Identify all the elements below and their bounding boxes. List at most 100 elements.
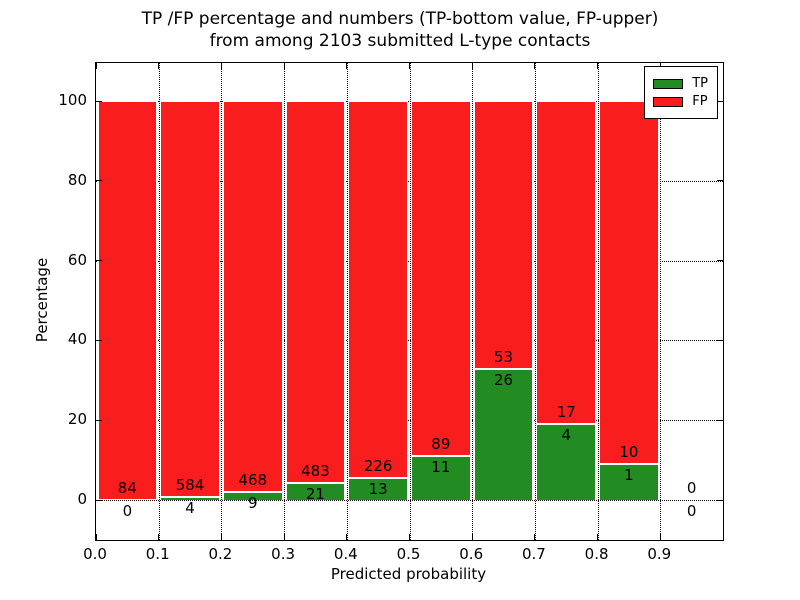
tp-bar <box>599 463 659 500</box>
y-tick-label: 80 <box>67 170 87 189</box>
y-tick-mark <box>717 180 723 182</box>
fp-bar <box>536 101 597 424</box>
x-tick-label: 0.0 <box>83 545 107 563</box>
x-tick-mark <box>283 63 285 69</box>
y-tick-label: 60 <box>67 250 87 269</box>
chart-title-line2: from among 2103 submitted L-type contact… <box>209 31 591 51</box>
gridline-vertical <box>597 63 599 540</box>
legend-entry-tp: TP <box>653 76 708 91</box>
gridline-vertical <box>346 63 348 540</box>
gridline-horizontal <box>96 260 723 262</box>
fp-bar <box>97 101 158 500</box>
x-tick-label: 0.6 <box>459 545 484 563</box>
fp-count-label: 468 <box>238 471 268 490</box>
x-tick-mark <box>471 63 473 69</box>
fp-bar <box>473 101 534 369</box>
x-tick-mark <box>534 63 536 69</box>
x-tick-mark <box>95 534 97 540</box>
gridline-vertical <box>158 63 160 540</box>
tp-bar <box>285 483 346 500</box>
fp-bar <box>285 101 346 484</box>
x-tick-mark <box>409 63 410 69</box>
x-tick-mark <box>471 534 473 540</box>
gridline-vertical <box>221 63 223 540</box>
y-tick-label: 40 <box>67 330 87 349</box>
tp-bar <box>411 456 471 500</box>
gridline-vertical <box>660 63 662 540</box>
fp-bar <box>348 101 408 479</box>
tp-bar <box>473 368 534 500</box>
fp-count-label: 89 <box>431 435 451 454</box>
y-tick-label: 20 <box>67 410 87 429</box>
fp-count-label: 584 <box>175 476 205 495</box>
x-tick-mark <box>409 534 410 540</box>
x-tick-mark <box>346 63 348 69</box>
x-tick-label: 0.4 <box>333 545 358 563</box>
gridline-vertical <box>409 63 411 540</box>
gridline-horizontal <box>96 420 723 422</box>
x-tick-label: 0.7 <box>521 545 546 563</box>
y-tick-mark <box>717 499 723 501</box>
x-tick-mark <box>158 63 160 69</box>
x-tick-label: 0.1 <box>145 545 170 563</box>
tp-bar <box>160 497 220 500</box>
x-tick-mark <box>534 534 536 540</box>
x-tick-mark <box>220 63 222 69</box>
fp-count-label: 84 <box>117 479 137 497</box>
tp-count-label: 13 <box>368 480 388 499</box>
fp-count-label: 483 <box>301 462 330 481</box>
y-tick-mark <box>96 339 102 341</box>
gridline-horizontal <box>96 340 723 342</box>
x-tick-mark <box>346 534 348 540</box>
x-tick-label: 0.2 <box>208 545 233 563</box>
y-tick-mark <box>96 499 102 501</box>
tp-count-label: 4 <box>185 499 195 518</box>
fp-count-label: 17 <box>556 403 576 421</box>
fp-bar <box>599 101 659 464</box>
y-tick-mark <box>96 419 102 421</box>
y-tick-mark <box>717 100 723 102</box>
x-tick-mark <box>659 534 661 540</box>
fp-bar <box>222 101 283 493</box>
fp-bar <box>160 101 220 498</box>
tp-count-label: 4 <box>561 426 572 444</box>
tp-bar <box>348 478 408 500</box>
gridline-vertical <box>534 63 536 540</box>
y-tick-mark <box>96 180 102 182</box>
x-tick-label: 0.5 <box>396 545 421 563</box>
x-tick-label: 0.9 <box>647 545 672 563</box>
x-tick-mark <box>158 534 160 540</box>
fp-legend-swatch <box>653 96 684 107</box>
x-tick-mark <box>220 534 222 540</box>
y-tick-mark <box>717 260 723 262</box>
tp-bar <box>536 424 597 500</box>
fp-count-label: 53 <box>494 347 514 366</box>
gridline-vertical <box>284 63 286 540</box>
y-axis-label: Percentage <box>33 257 51 343</box>
tp-count-label: 9 <box>247 494 258 513</box>
tp-count-label: 21 <box>305 485 325 504</box>
tp-count-label: 0 <box>686 502 697 520</box>
gridline-horizontal <box>96 180 723 182</box>
tp-count-label: 0 <box>122 502 133 520</box>
fp-count-label: 226 <box>363 457 393 476</box>
y-tick-mark <box>717 419 723 421</box>
gridline-vertical <box>472 63 474 540</box>
fp-count-label: 0 <box>686 479 697 497</box>
fp-legend-label: FP <box>692 94 708 109</box>
y-tick-mark <box>717 339 723 341</box>
fp-bar <box>411 101 471 457</box>
tp-count-label: 1 <box>624 465 634 484</box>
tp-count-label: 11 <box>431 458 451 477</box>
fp-count-label: 10 <box>619 442 639 461</box>
x-tick-label: 0.3 <box>271 545 296 563</box>
x-axis-label: Predicted probability <box>330 565 487 583</box>
y-tick-label: 100 <box>58 91 87 109</box>
chart-title-line1: TP /FP percentage and numbers (TP-bottom… <box>141 9 659 29</box>
tp-legend-label: TP <box>692 76 708 91</box>
plot-area: TP FP 84 0 584 4 468 9 483 21 226 13 89 11 53 26 17 4 10… <box>95 62 724 541</box>
x-tick-mark <box>283 534 285 540</box>
tp-legend-swatch <box>653 78 684 89</box>
legend-entry-fp: FP <box>653 94 708 109</box>
